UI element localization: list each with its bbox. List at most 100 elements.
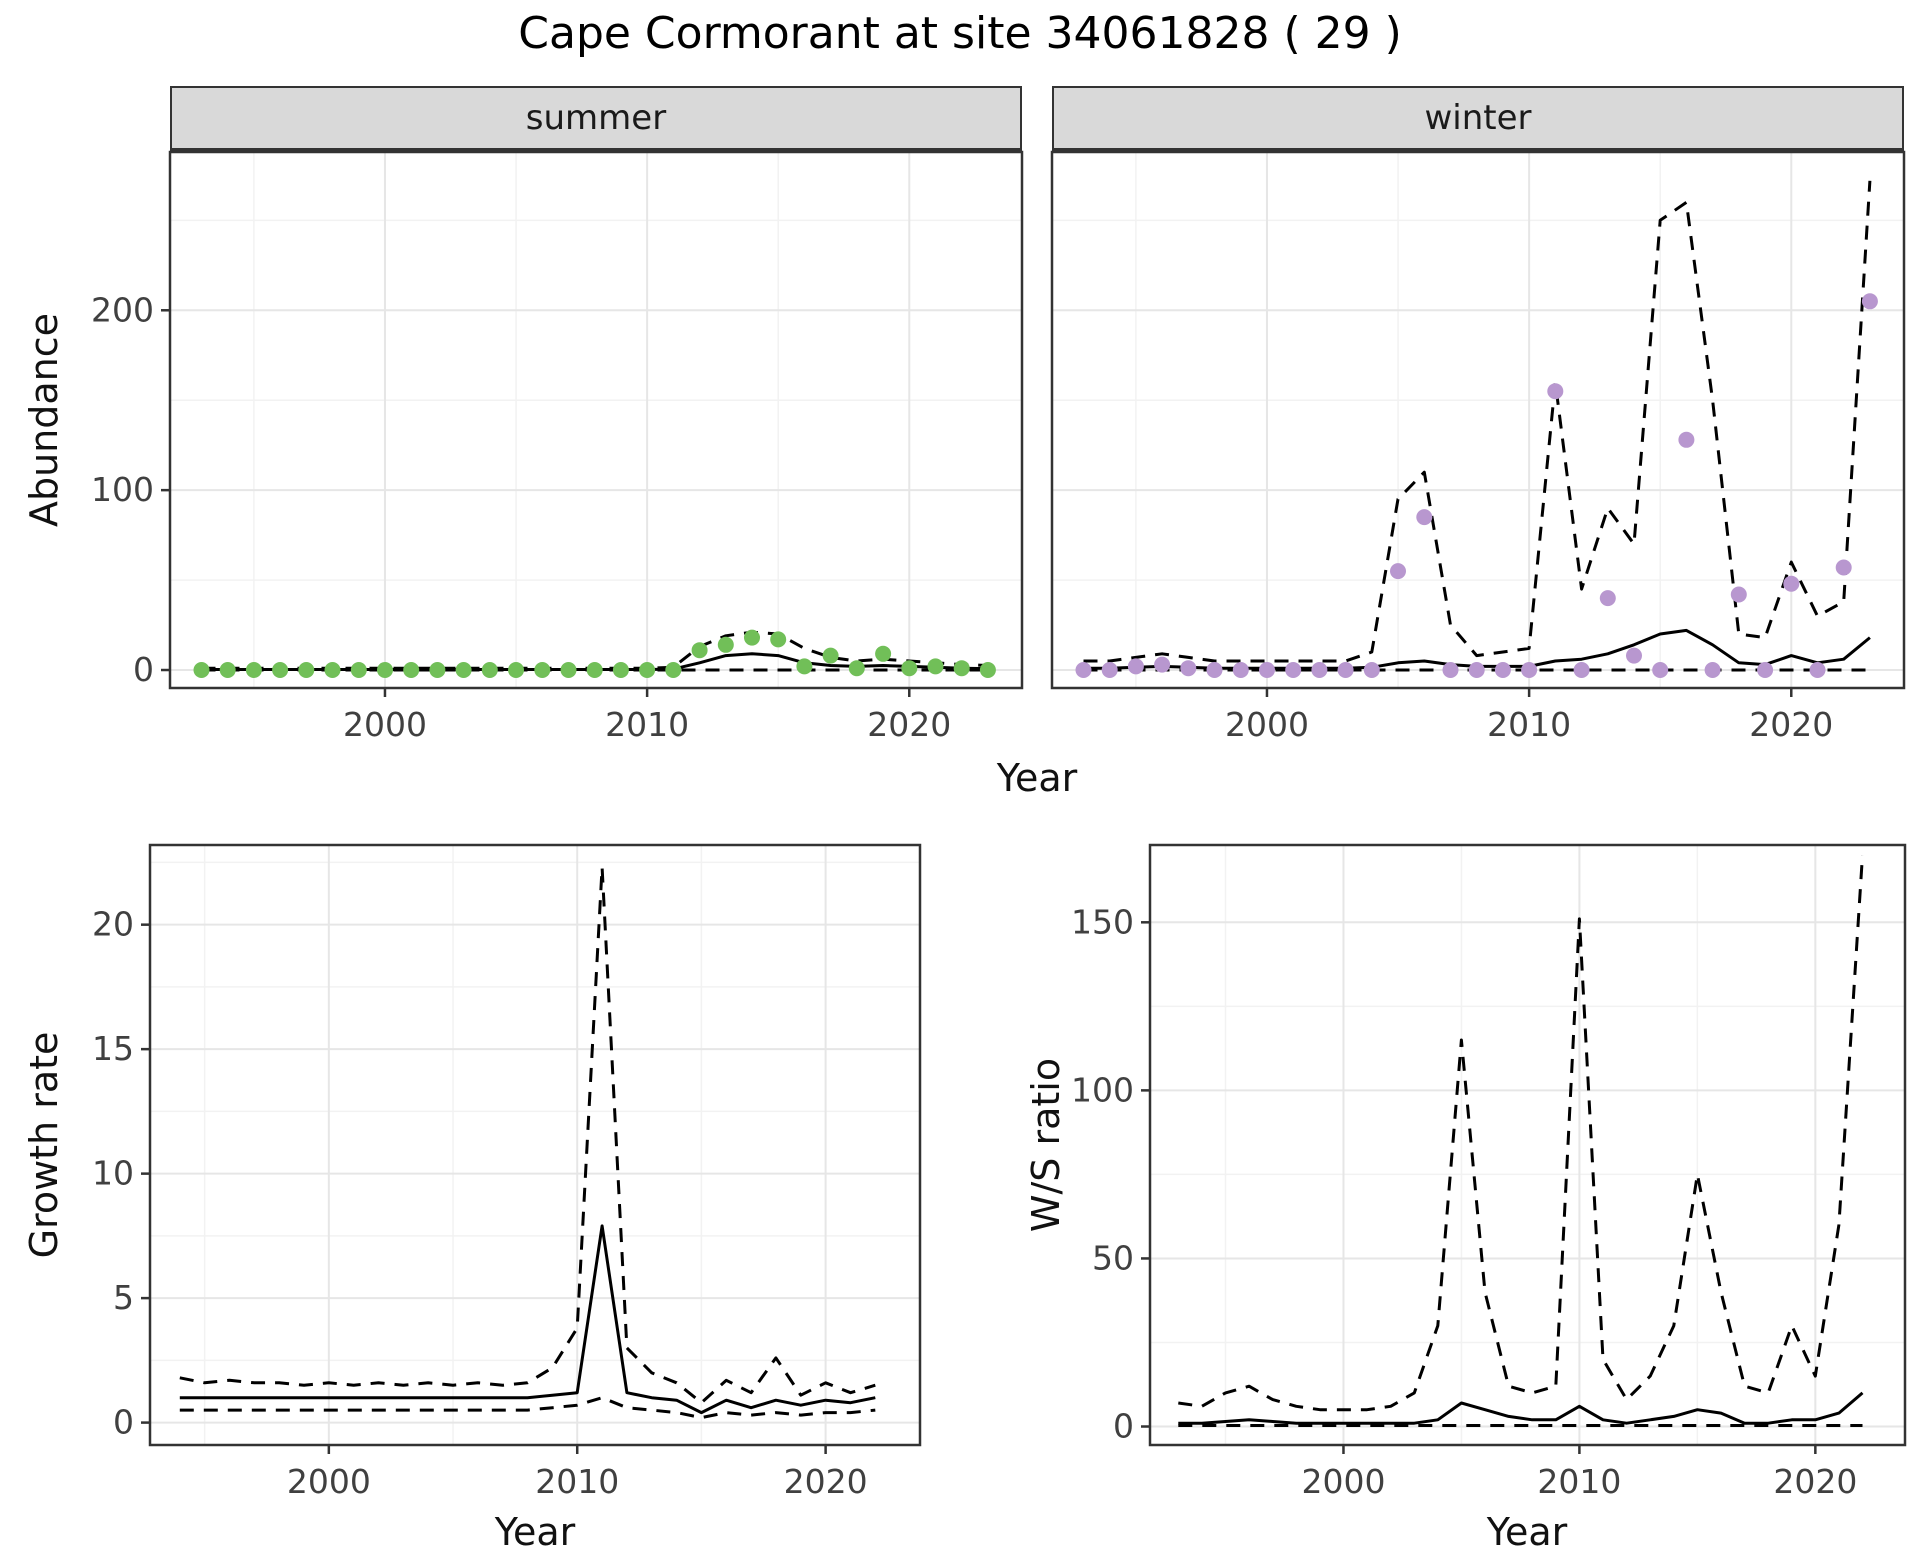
series-group [193,629,996,678]
data-point-observed-counts [324,662,341,678]
series-group [179,865,876,1420]
data-point-observed-counts [901,660,918,677]
data-point-observed-counts [1704,662,1721,678]
data-point-observed-counts [1180,660,1197,677]
ws-ratio-axis-label: W/S ratio [1024,1057,1068,1233]
data-point-observed-counts [1337,662,1354,678]
data-point-observed-counts [272,662,289,678]
data-point-observed-counts [848,660,865,677]
ws-year-axis-label: Year [1486,1510,1568,1554]
data-point-observed-counts [455,662,472,678]
panel-abundance-summer: 2000 2010 2020 0 100 200 [91,150,1024,744]
facet-strip-winter-label: winter [1424,98,1532,138]
panel-border [1148,843,1907,1447]
data-point-observed-counts [1127,658,1144,675]
data-point-observed-counts [927,658,944,675]
data-point-observed-counts [1494,662,1511,678]
panel-background [170,152,1022,688]
data-point-observed-counts [586,662,603,678]
data-point-observed-counts [1442,662,1459,678]
data-point-observed-counts [770,631,787,648]
panel-border [168,150,1024,690]
growth-year-axis-label: Year [494,1510,576,1554]
x-tick-label: 2010 [535,1462,619,1501]
data-point-observed-counts [1626,647,1642,664]
data-point-observed-counts [1599,590,1616,607]
data-point-observed-counts [612,662,629,678]
data-point-observed-counts [560,662,577,678]
data-point-observed-counts [508,662,524,678]
data-point-observed-counts [1075,662,1092,678]
x-tick-label: 2020 [1773,1462,1857,1501]
top-year-axis-label: Year [996,756,1078,800]
data-point-observed-counts [1285,662,1302,678]
y-tick-label: 200 [91,290,154,329]
data-point-observed-counts [744,629,760,646]
data-point-observed-counts [1783,575,1800,592]
series-upper-ci [179,865,876,1405]
data-point-observed-counts [1730,586,1747,603]
data-point-observed-counts [245,662,262,678]
y-tick-label: 100 [1071,1070,1134,1109]
facet-strip-winter: winter [1052,86,1904,152]
data-point-observed-counts [1390,563,1406,580]
x-tick-label: 2000 [287,1462,371,1501]
y-tick-label: 5 [113,1278,134,1317]
data-point-observed-counts [665,662,682,678]
data-point-observed-counts [1678,431,1695,448]
data-point-observed-counts [481,662,498,678]
series-upper-ci [1083,180,1872,663]
x-tick-label: 2000 [1301,1462,1385,1501]
x-tick-label: 2020 [1749,705,1833,744]
panel-ws-ratio: 2000 2010 2020 0 50 100 150 [1071,843,1907,1501]
data-point-observed-counts [1416,509,1433,526]
data-point-observed-counts [429,662,446,678]
data-point-observed-counts [1573,662,1590,678]
data-point-observed-counts [1809,662,1826,678]
growth-rate-axis-label: Growth rate [22,1031,66,1259]
data-point-observed-counts [691,642,708,659]
data-point-observed-counts [350,662,367,678]
panel-growth-rate: 2000 2010 2020 0 5 10 15 20 [92,843,922,1501]
abundance-axis-label: Abundance [22,312,66,528]
data-point-observed-counts [193,662,210,678]
data-point-observed-counts [298,662,315,678]
data-point-observed-counts [717,636,734,653]
data-point-observed-counts [822,647,839,664]
series-group [1075,180,1878,678]
panel-background [1052,152,1904,688]
x-tick-label: 2020 [784,1462,868,1501]
data-point-observed-counts [1101,662,1118,678]
panel-border [1050,150,1906,690]
data-point-observed-counts [796,658,813,675]
y-tick-label: 0 [113,1403,134,1442]
data-point-observed-counts [1468,662,1485,678]
y-tick-label: 20 [92,905,134,944]
series-model-fit [1178,1391,1864,1425]
series-lower-ci [179,1396,876,1420]
facet-strip-summer: summer [170,86,1022,152]
data-point-observed-counts [1547,383,1564,400]
data-point-observed-counts [1232,662,1249,678]
series-model-fit [179,1224,876,1415]
y-tick-label: 100 [91,470,154,509]
panel-border [148,843,922,1447]
data-point-observed-counts [1363,662,1380,678]
data-point-observed-counts [1861,293,1878,310]
data-point-observed-counts [377,662,393,678]
y-tick-label: 15 [92,1029,134,1068]
data-point-observed-counts [1652,662,1669,678]
x-tick-label: 2000 [343,705,427,744]
data-point-observed-counts [1757,662,1774,678]
data-point-observed-counts [403,662,420,678]
panel-background [1150,845,1905,1445]
data-point-observed-counts [1154,656,1171,673]
facet-strip-summer-label: summer [525,98,667,138]
data-point-observed-counts [219,662,236,678]
data-point-observed-counts [1835,559,1852,576]
y-tick-label: 0 [1113,1407,1134,1446]
figure-title: Cape Cormorant at site 34061828 ( 29 ) [518,8,1402,59]
series-group [1178,855,1864,1427]
